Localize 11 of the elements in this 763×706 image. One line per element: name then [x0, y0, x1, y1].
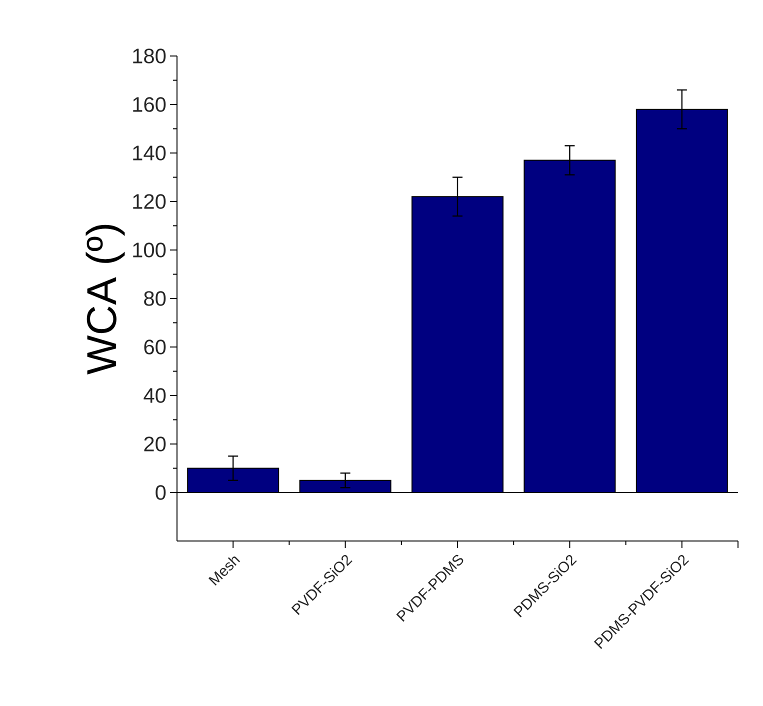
y-tick-label: 40: [144, 388, 166, 403]
y-axis-title: WCA (º): [86, 224, 125, 375]
y-tick-label: 60: [144, 340, 166, 354]
y-tick-label: 140: [133, 146, 166, 160]
y-tick-label: 160: [133, 97, 166, 112]
y-tick-label: 20: [144, 436, 166, 452]
y-tick-label: 0: [156, 485, 166, 500]
y-tick-label: 100: [133, 242, 166, 258]
y-tick-label: 180: [133, 48, 166, 64]
y-tick-label: 80: [144, 291, 166, 306]
y-tick-label: 120: [133, 194, 166, 209]
